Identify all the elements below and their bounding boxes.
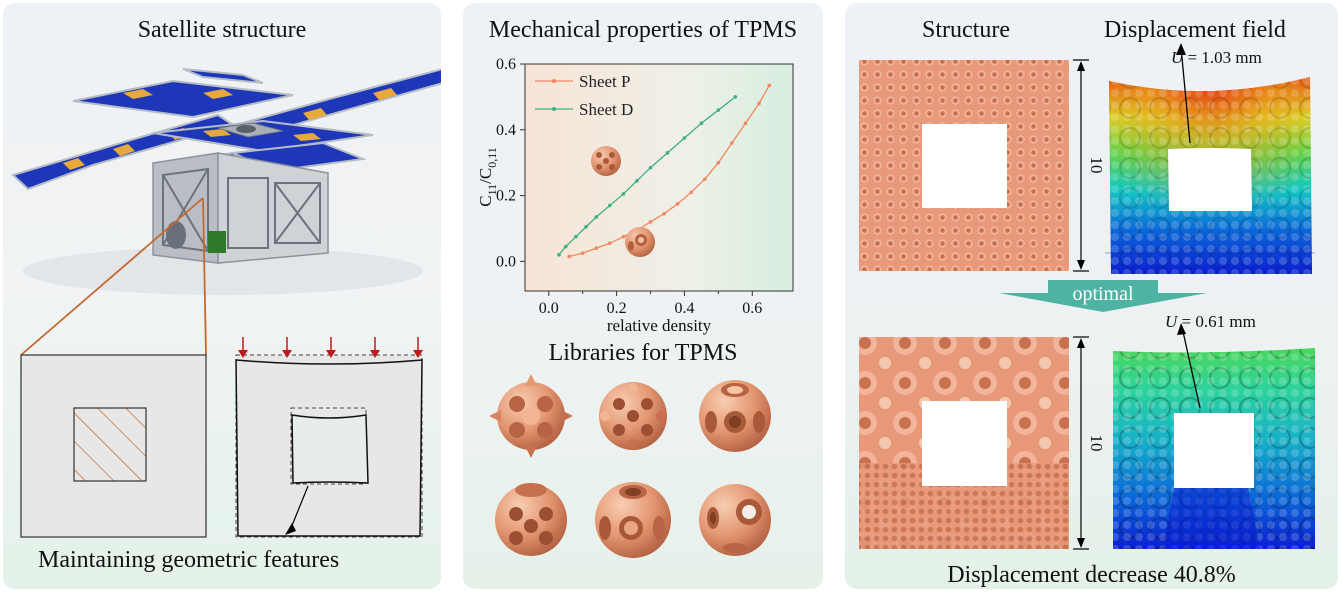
data-point: [733, 95, 738, 99]
legend-label-sheet-d: Sheet D: [579, 100, 633, 119]
plot-area: [524, 63, 794, 292]
data-point: [584, 225, 588, 229]
displacement-label: Displacement field: [1104, 17, 1286, 43]
x-axis-label: relative density: [607, 316, 712, 335]
optimized-displacement: [1113, 323, 1315, 549]
legend-label-sheet-p: Sheet P: [579, 72, 630, 91]
axis-ticks: 0.0 0.2 0.4 0.6 0.0 0.2 0.4 0.6: [496, 56, 762, 317]
data-point: [743, 121, 748, 126]
tpms-cell-1: [489, 374, 573, 458]
data-point: [716, 160, 721, 165]
data-point: [767, 83, 772, 88]
optimization-panel: Structure Displacement field: [845, 3, 1338, 589]
initial-displacement: [1105, 43, 1315, 274]
data-point: [580, 251, 585, 255]
data-point: [699, 121, 704, 126]
data-point: [567, 254, 571, 259]
tpms-cell-5: [595, 482, 671, 558]
data-point: [608, 203, 612, 208]
optimization-figures: 10 U = 1.03 mm optimal: [859, 43, 1315, 550]
data-point: [594, 215, 599, 219]
data-point: [665, 151, 670, 155]
y-tick-label: 0.0: [496, 253, 516, 270]
data-point: [730, 141, 734, 145]
data-point: [635, 178, 639, 183]
y-axis-label: C11/C0,11: [476, 147, 499, 207]
data-point: [757, 101, 761, 106]
u-bottom-label: U = 0.61 mm: [1165, 312, 1256, 331]
dimension-top: [1073, 59, 1089, 272]
series-line-sheet-d: [558, 96, 736, 256]
y-tick-label: 0.6: [496, 56, 516, 73]
data-point: [557, 253, 561, 257]
y-tick-label: 0.4: [496, 122, 516, 139]
dimension-top-label: 10: [1087, 157, 1106, 174]
tpms-cell-3: [699, 380, 771, 452]
optimal-label: optimal: [1072, 283, 1134, 305]
satellite-title: Satellite structure: [137, 17, 307, 43]
optimization-caption: Displacement decrease 40.8%: [947, 562, 1236, 588]
data-point: [662, 211, 666, 216]
dimension-bottom: [1073, 336, 1089, 550]
tpms-panel: Mechanical properties of TPMS 0.0 0.2 0.4 0…: [463, 3, 823, 589]
satellite-body: [152, 122, 329, 264]
dimension-bottom-label: 10: [1087, 435, 1106, 452]
data-point: [594, 246, 599, 251]
data-point: [563, 244, 568, 249]
data-point: [675, 202, 680, 206]
data-point: [682, 136, 687, 140]
legend: Sheet P Sheet D: [535, 72, 633, 119]
series-line-sheet-p: [568, 85, 770, 258]
satellite-caption: Maintaining geometric features: [38, 547, 340, 573]
satellite-panel: Satellite structure: [3, 3, 441, 589]
satellite-illustration: [11, 68, 441, 538]
data-point: [716, 108, 721, 112]
x-tick-label: 0.0: [539, 300, 559, 317]
data-point: [608, 241, 612, 246]
tpms-library: [489, 374, 771, 558]
x-tick-label: 0.4: [674, 300, 694, 317]
data-point: [689, 190, 694, 195]
optimized-structure: [859, 337, 1069, 549]
data-point: [648, 165, 653, 170]
inset-tpms-p: [591, 146, 621, 176]
data-point: [621, 234, 626, 239]
optimal-arrow: [999, 280, 1207, 312]
series-lines: [557, 83, 772, 259]
u-top-label: U = 1.03 mm: [1171, 48, 1262, 67]
structure-label: Structure: [922, 17, 1010, 43]
tpms-title: Mechanical properties of TPMS: [488, 17, 798, 43]
tpms-library-title: Libraries for TPMS: [548, 340, 738, 366]
x-tick-label: 0.2: [607, 300, 627, 317]
initial-structure: [859, 60, 1069, 271]
inset-tpms-d: [625, 227, 655, 257]
y-tick-label: 0.2: [496, 188, 516, 205]
data-point: [621, 192, 626, 196]
solar-panel-arm: [11, 68, 441, 191]
original-plate: [20, 354, 207, 538]
data-point: [648, 220, 653, 224]
deformed-plate: [235, 337, 423, 538]
data-point: [574, 234, 578, 239]
tpms-chart: 0.0 0.2 0.4 0.6 0.0 0.2 0.4 0.6 Sheet P Sheet D…: [476, 56, 794, 335]
data-point: [702, 177, 707, 181]
load-arrows: [238, 337, 423, 358]
x-tick-label: 0.6: [742, 300, 762, 317]
tpms-cell-6: [699, 484, 771, 556]
tpms-cell-2: [599, 382, 667, 450]
tpms-cell-4: [495, 483, 567, 556]
